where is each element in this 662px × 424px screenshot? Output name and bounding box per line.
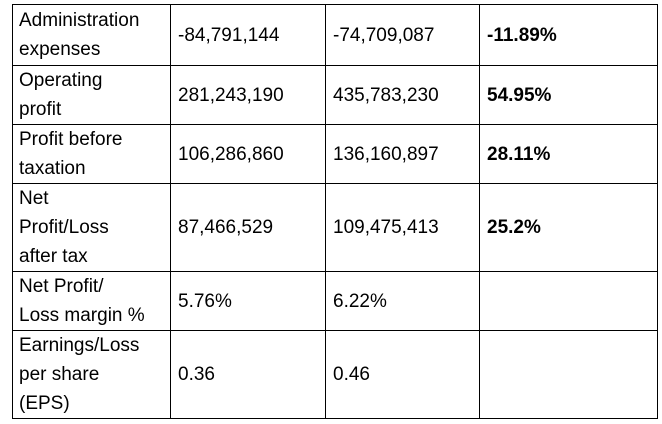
change-percent: 25.2% bbox=[479, 183, 658, 272]
change-percent bbox=[479, 330, 658, 419]
current-year-value: 0.46 bbox=[325, 330, 480, 419]
prior-year-value: -84,791,144 bbox=[170, 4, 326, 66]
row-label: Profit before taxation bbox=[12, 124, 171, 184]
current-year-value: 435,783,230 bbox=[325, 65, 480, 125]
change-percent: -11.89% bbox=[479, 4, 658, 66]
current-year-value: 109,475,413 bbox=[325, 183, 480, 272]
row-label: Administration expenses bbox=[12, 4, 171, 66]
row-label: Net Profit/ Loss margin % bbox=[12, 271, 171, 331]
row-label: Net Profit/Loss after tax bbox=[12, 183, 171, 272]
prior-year-value: 87,466,529 bbox=[170, 183, 326, 272]
prior-year-value: 281,243,190 bbox=[170, 65, 326, 125]
table-row-operating-profit: Operating profit 281,243,190 435,783,230… bbox=[12, 65, 658, 125]
prior-year-value: 0.36 bbox=[170, 330, 326, 419]
prior-year-value: 106,286,860 bbox=[170, 124, 326, 184]
current-year-value: 136,160,897 bbox=[325, 124, 480, 184]
table-row-net-profit-margin: Net Profit/ Loss margin % 5.76% 6.22% bbox=[12, 271, 658, 331]
change-percent bbox=[479, 271, 658, 331]
prior-year-value: 5.76% bbox=[170, 271, 326, 331]
current-year-value: 6.22% bbox=[325, 271, 480, 331]
row-label: Earnings/Loss per share (EPS) bbox=[12, 330, 171, 419]
row-label: Operating profit bbox=[12, 65, 171, 125]
table-row-administration-expenses: Administration expenses -84,791,144 -74,… bbox=[12, 4, 658, 66]
current-year-value: -74,709,087 bbox=[325, 4, 480, 66]
change-percent: 54.95% bbox=[479, 65, 658, 125]
table-row-earnings-per-share: Earnings/Loss per share (EPS) 0.36 0.46 bbox=[12, 330, 658, 419]
table-row-profit-before-taxation: Profit before taxation 106,286,860 136,1… bbox=[12, 124, 658, 184]
financial-table: Administration expenses -84,791,144 -74,… bbox=[12, 4, 658, 419]
table-row-net-profit-after-tax: Net Profit/Loss after tax 87,466,529 109… bbox=[12, 183, 658, 272]
change-percent: 28.11% bbox=[479, 124, 658, 184]
